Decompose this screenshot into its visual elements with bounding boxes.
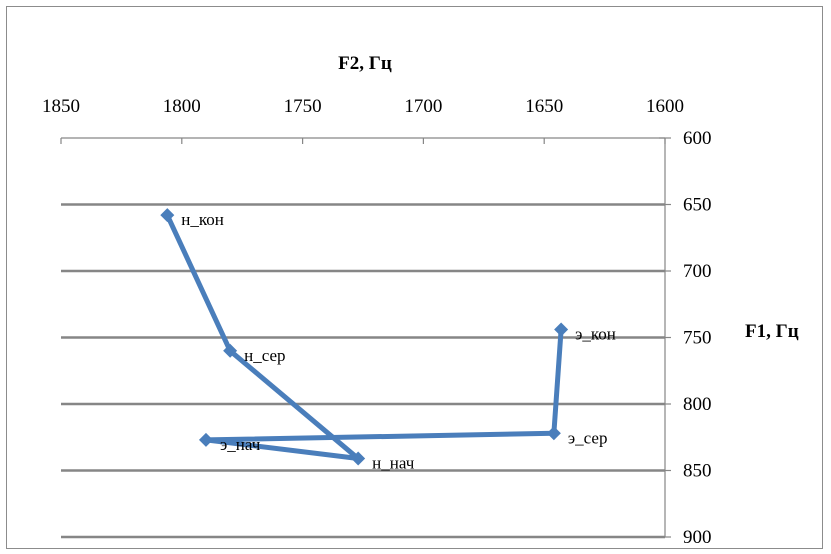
data-label-э_сер: э_сер [568, 428, 608, 447]
chart-frame: F2, Гц F1, Гц 1850 1800 1750 1700 1650 1600 60… [6, 6, 823, 549]
y-tick-label-600: 600 [683, 128, 712, 149]
x-tick-label-1700: 1700 [404, 96, 442, 117]
y-axis-title: F1, Гц [745, 321, 799, 342]
x-tick-label-1600: 1600 [646, 96, 684, 117]
data-point-н_кон [160, 208, 175, 223]
data-point-э_нач [198, 432, 213, 447]
data-point-н_сер [223, 343, 238, 358]
data-label-н_сер: н_сер [244, 346, 285, 365]
x-tick-label-1800: 1800 [163, 96, 201, 117]
series-layer: э_кон э_сер э_нач н_нач н_сер н_кон [160, 208, 616, 473]
chart-svg: F2, Гц F1, Гц 1850 1800 1750 1700 1650 1600 60… [42, 53, 799, 548]
data-label-н_нач: н_нач [372, 454, 415, 473]
x-tick-label-1750: 1750 [284, 96, 322, 117]
data-point-э_кон [554, 322, 569, 337]
data-label-э_кон: э_кон [575, 325, 616, 344]
x-tick-label-1650: 1650 [525, 96, 563, 117]
data-label-э_нач: э_нач [220, 435, 261, 454]
data-point-э_сер [546, 426, 561, 441]
y-tick-label-700: 700 [683, 261, 712, 282]
x-axis-title: F2, Гц [338, 53, 392, 74]
y-tick-label-800: 800 [683, 394, 712, 415]
series-line [164, 212, 564, 462]
y-tick-label-900: 900 [683, 527, 712, 548]
y-tick-label-850: 850 [683, 461, 712, 482]
x-tick-label-1850: 1850 [42, 96, 80, 117]
axis-layer: 1850 1800 1750 1700 1650 1600 600 650 700 750 800 8… [42, 96, 712, 548]
y-tick-label-650: 650 [683, 195, 712, 216]
data-point-н_нач [351, 451, 366, 466]
y-tick-label-750: 750 [683, 328, 712, 349]
grid-layer [61, 203, 665, 539]
data-label-н_кон: н_кон [181, 210, 224, 229]
